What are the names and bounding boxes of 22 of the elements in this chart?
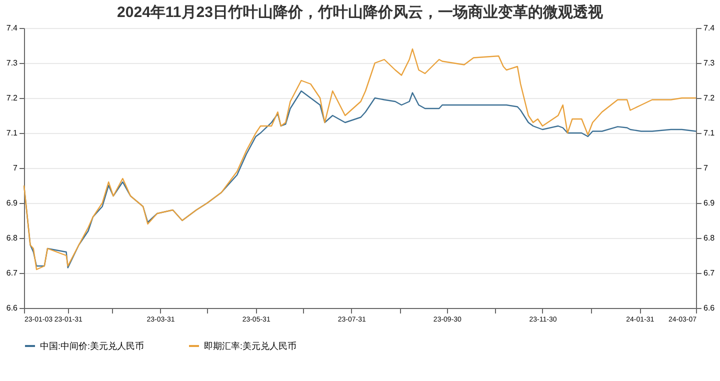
legend-label: 即期汇率:美元兑人民币 bbox=[204, 341, 297, 351]
y2-tick-label: 6.7 bbox=[704, 268, 716, 278]
y-tick-label: 6.8 bbox=[6, 234, 18, 242]
y-tick-label: 6.9 bbox=[6, 198, 18, 208]
y2-tick-label: 7.4 bbox=[704, 24, 716, 32]
y-tick-label: 7 bbox=[13, 164, 18, 172]
y-tick-label: 7.2 bbox=[6, 94, 18, 102]
y2-tick-label: 7.3 bbox=[704, 58, 716, 68]
legend-label: 中国:中间价:美元兑人民币 bbox=[40, 341, 144, 351]
y2-tick-label: 6.8 bbox=[704, 234, 716, 242]
y2-tick-label: 7.2 bbox=[704, 94, 716, 102]
chart-title: 2024年11月23日竹叶山降价，竹叶山降价风云，一场商业变革的微观透视 bbox=[117, 3, 603, 21]
y2-tick-label: 7 bbox=[704, 164, 708, 172]
y2-tick-label: 6.9 bbox=[704, 198, 716, 208]
y-tick-label: 6.7 bbox=[6, 268, 18, 278]
y2-tick-label: 6.6 bbox=[704, 304, 716, 312]
y-tick-label: 7.3 bbox=[6, 58, 18, 68]
line-series bbox=[23, 48, 697, 270]
y-tick-label: 7.1 bbox=[6, 128, 18, 138]
y2-tick-label: 7.1 bbox=[704, 128, 716, 138]
y-tick-label: 7.4 bbox=[6, 24, 18, 32]
y-tick-label: 6.6 bbox=[6, 304, 18, 312]
